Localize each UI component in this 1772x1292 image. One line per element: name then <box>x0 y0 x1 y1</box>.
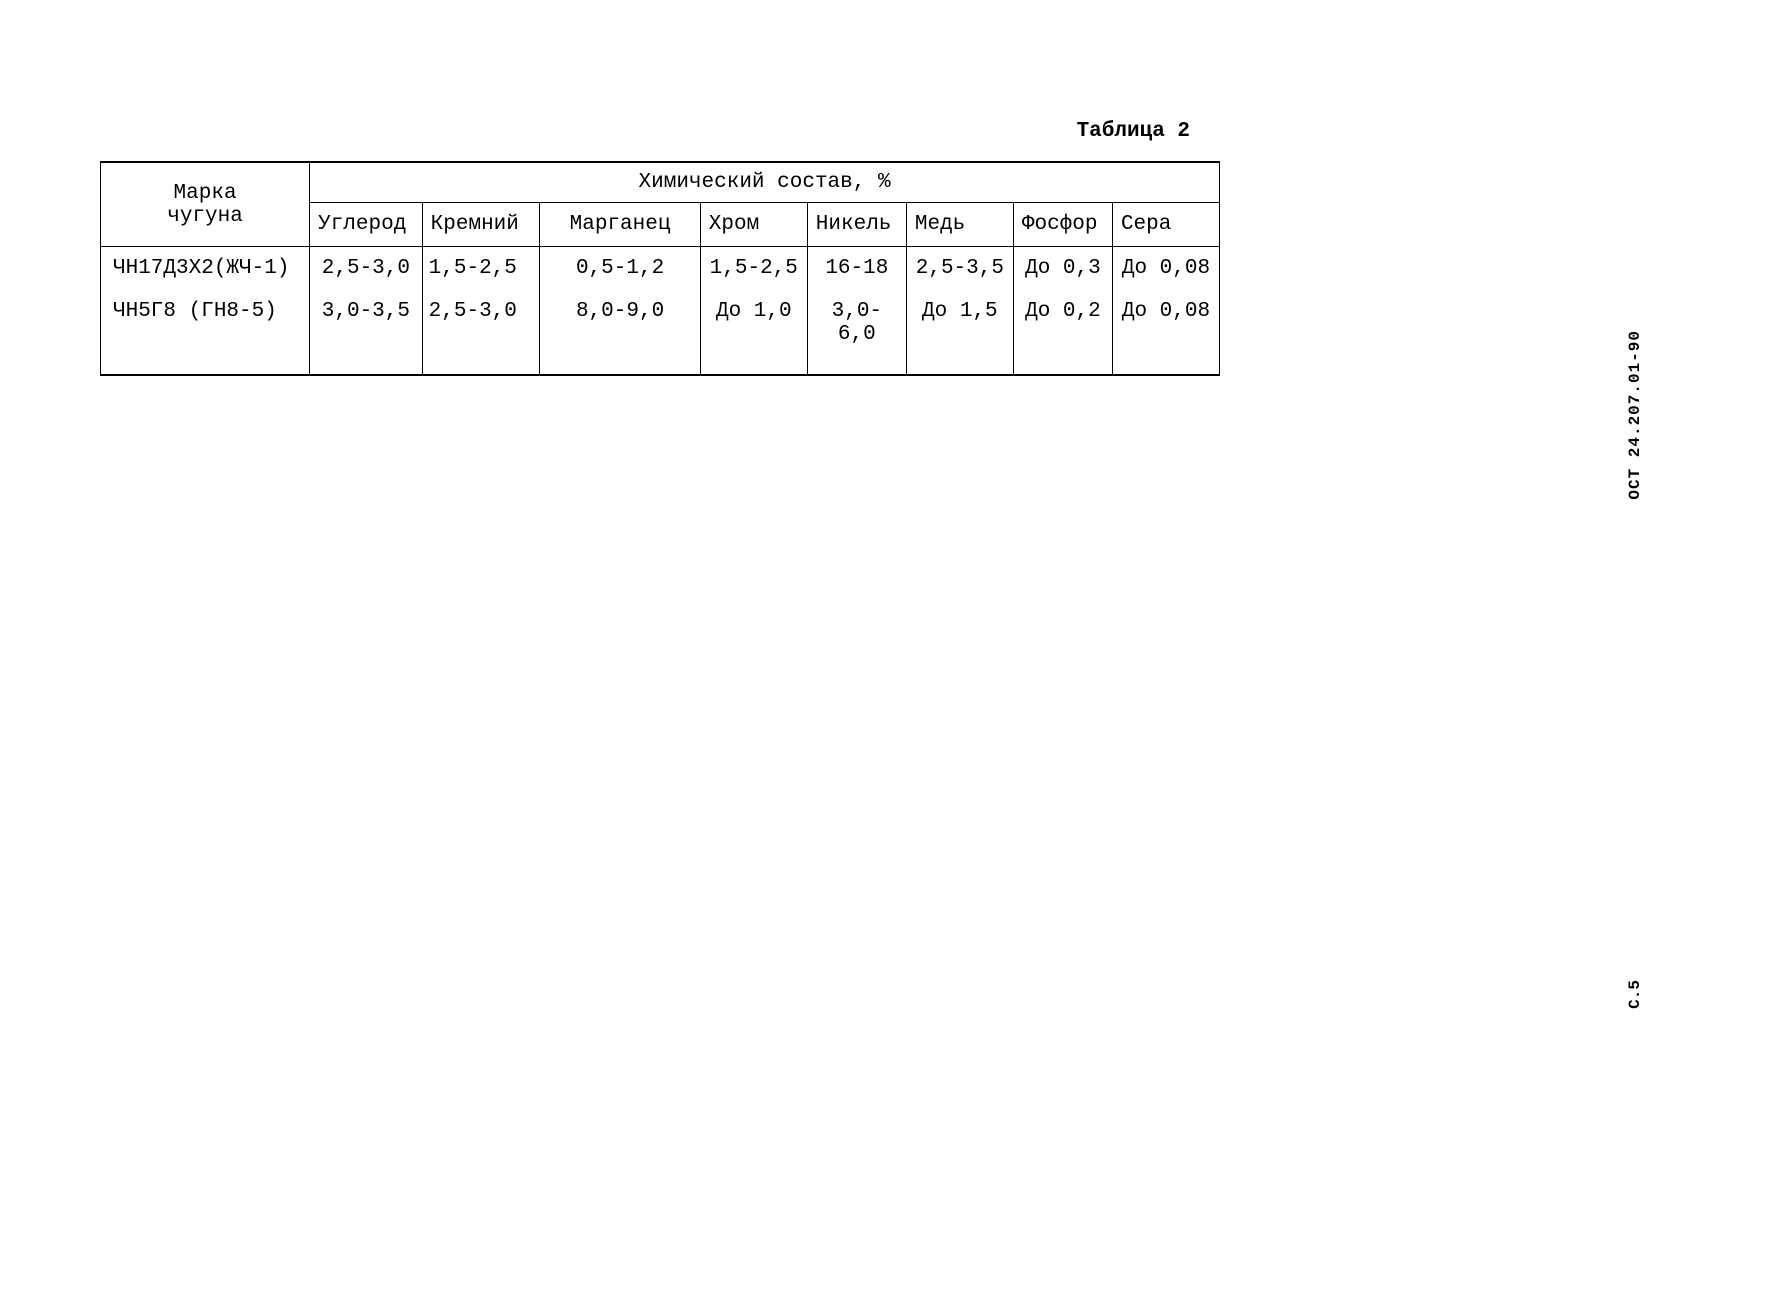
cell-nickel: 16-18 <box>807 247 906 291</box>
cell-carbon: 3,0-3,5 <box>310 290 423 375</box>
cell-chromium: До 1,0 <box>700 290 807 375</box>
cell-silicon: 1,5-2,5 <box>422 247 540 291</box>
header-marca-line2: чугуна <box>167 205 243 228</box>
col-copper: Медь <box>906 203 1013 247</box>
header-marca: Марка чугуна <box>101 162 310 247</box>
col-manganese: Марганец <box>540 203 700 247</box>
col-nickel: Никель <box>807 203 906 247</box>
col-phosphorus: Фосфор <box>1013 203 1112 247</box>
table-row: ЧН17Д3Х2(ЖЧ-1) 2,5-3,0 1,5-2,5 0,5-1,2 1… <box>101 247 1220 291</box>
col-sulfur: Сера <box>1112 203 1219 247</box>
col-silicon: Кремний <box>422 203 540 247</box>
cell-phosphorus: До 0,2 <box>1013 290 1112 375</box>
header-marca-line1: Марка <box>174 182 237 205</box>
cell-chromium: 1,5-2,5 <box>700 247 807 291</box>
cell-phosphorus: До 0,3 <box>1013 247 1112 291</box>
document-reference: ОСТ 24.207.01-90 <box>1626 330 1644 500</box>
cell-nickel: 3,0- 6,0 <box>807 290 906 375</box>
page-number: С.5 <box>1626 980 1644 1009</box>
cell-silicon: 2,5-3,0 <box>422 290 540 375</box>
cell-carbon: 2,5-3,0 <box>310 247 423 291</box>
col-chromium: Хром <box>700 203 807 247</box>
table-row: ЧН5Г8 (ГН8-5) 3,0-3,5 2,5-3,0 8,0-9,0 До… <box>101 290 1220 375</box>
cell-sulfur: До 0,08 <box>1112 247 1219 291</box>
col-carbon: Углерод <box>310 203 423 247</box>
header-chem-group: Химический состав, % <box>310 162 1220 203</box>
cell-sulfur: До 0,08 <box>1112 290 1219 375</box>
cell-manganese: 8,0-9,0 <box>540 290 700 375</box>
table-caption: Таблица 2 <box>100 120 1220 143</box>
cell-marca: ЧН17Д3Х2(ЖЧ-1) <box>101 247 310 291</box>
cell-marca: ЧН5Г8 (ГН8-5) <box>101 290 310 375</box>
cell-copper: До 1,5 <box>906 290 1013 375</box>
composition-table: Марка чугуна Химический состав, % Углеро… <box>100 161 1220 376</box>
cell-manganese: 0,5-1,2 <box>540 247 700 291</box>
cell-copper: 2,5-3,5 <box>906 247 1013 291</box>
